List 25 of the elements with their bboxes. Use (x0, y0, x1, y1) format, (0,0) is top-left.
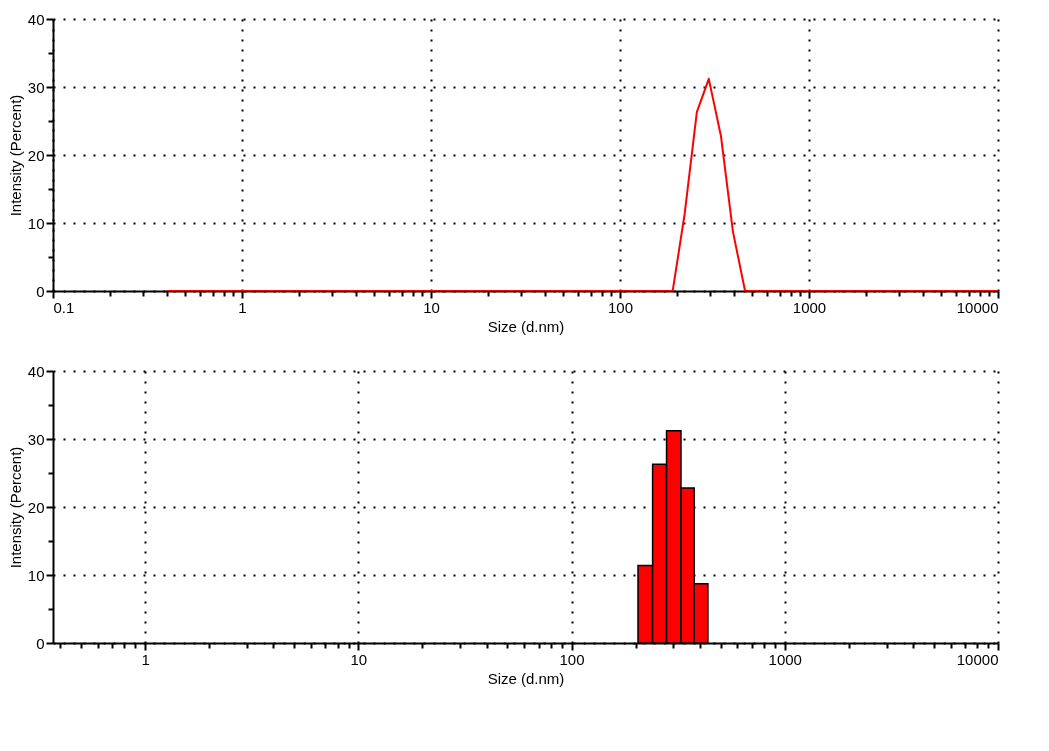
x-tick-label: 1000 (768, 650, 802, 668)
y-tick-label: 30 (27, 78, 45, 96)
y-tick-label: 40 (27, 10, 45, 28)
y-tick-label: 10 (27, 566, 45, 584)
x-tick-label: 10 (350, 650, 368, 668)
y-tick-label: 20 (27, 146, 45, 164)
y-axis-title: Intensity (Percent) (6, 446, 24, 569)
x-axis-title: Size (d.nm) (487, 669, 565, 687)
x-tick-label: 10 (423, 298, 440, 316)
x-tick-label: 1 (141, 650, 150, 668)
x-tick-label: 1000 (792, 298, 827, 316)
y-axis-title: Intensity (Percent) (6, 94, 24, 217)
x-tick-label: 10000 (956, 298, 999, 316)
x-tick-label: 100 (559, 650, 585, 668)
y-tick-label: 30 (27, 430, 45, 448)
y-tick-label: 40 (27, 362, 45, 380)
y-tick-label: 0 (36, 282, 45, 300)
x-axis-title: Size (d.nm) (487, 317, 565, 335)
y-tick-label: 10 (27, 214, 45, 232)
y-tick-label: 0 (36, 634, 45, 652)
x-tick-label: 10000 (956, 650, 999, 668)
y-tick-label: 20 (27, 498, 45, 516)
x-tick-label: 0.1 (53, 298, 75, 316)
x-tick-label: 100 (607, 298, 634, 316)
x-tick-label: 1 (238, 298, 247, 316)
